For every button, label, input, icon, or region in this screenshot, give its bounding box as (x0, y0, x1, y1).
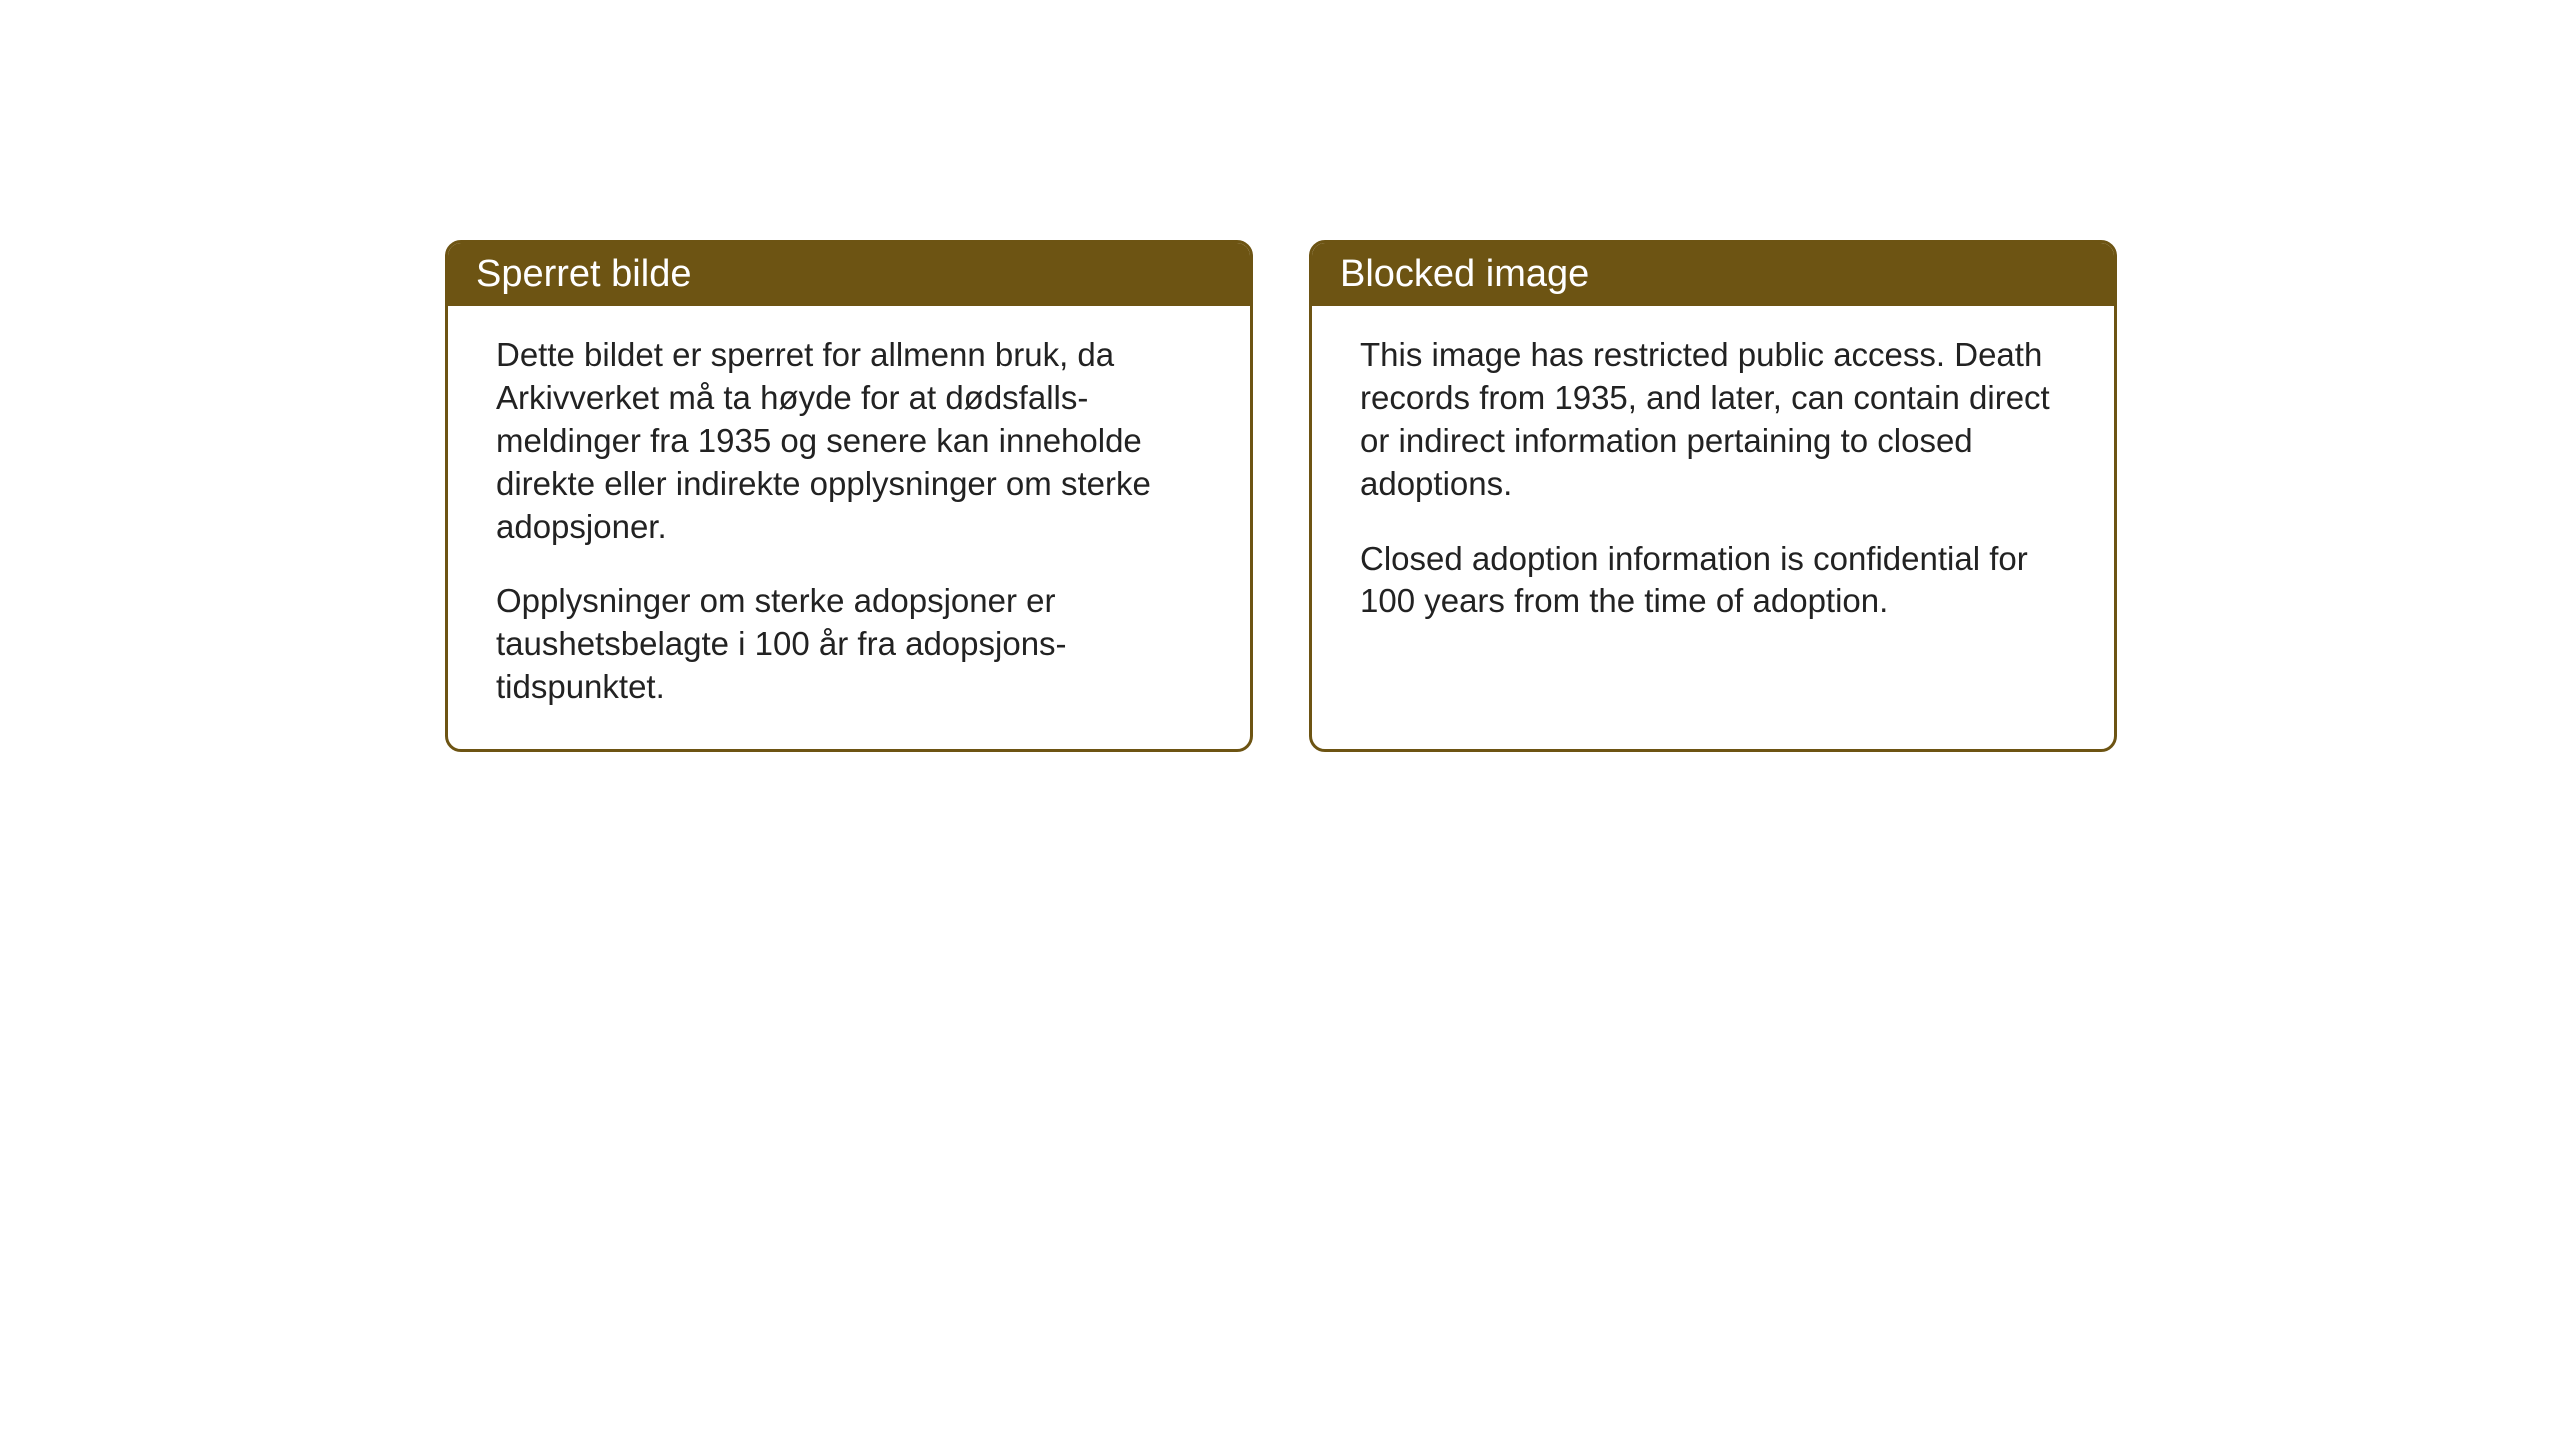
notice-card-norwegian: Sperret bilde Dette bildet er sperret fo… (445, 240, 1253, 752)
card-header-norwegian: Sperret bilde (448, 243, 1250, 306)
card-header-english: Blocked image (1312, 243, 2114, 306)
card-paragraph-1-english: This image has restricted public access.… (1360, 334, 2066, 506)
card-paragraph-1-norwegian: Dette bildet er sperret for allmenn bruk… (496, 334, 1202, 548)
notice-cards-container: Sperret bilde Dette bildet er sperret fo… (445, 240, 2117, 752)
notice-card-english: Blocked image This image has restricted … (1309, 240, 2117, 752)
card-paragraph-2-norwegian: Opplysninger om sterke adopsjoner er tau… (496, 580, 1202, 709)
card-title-english: Blocked image (1340, 253, 1589, 295)
card-body-norwegian: Dette bildet er sperret for allmenn bruk… (448, 306, 1250, 749)
card-body-english: This image has restricted public access.… (1312, 306, 2114, 663)
card-paragraph-2-english: Closed adoption information is confident… (1360, 538, 2066, 624)
card-title-norwegian: Sperret bilde (476, 253, 691, 295)
